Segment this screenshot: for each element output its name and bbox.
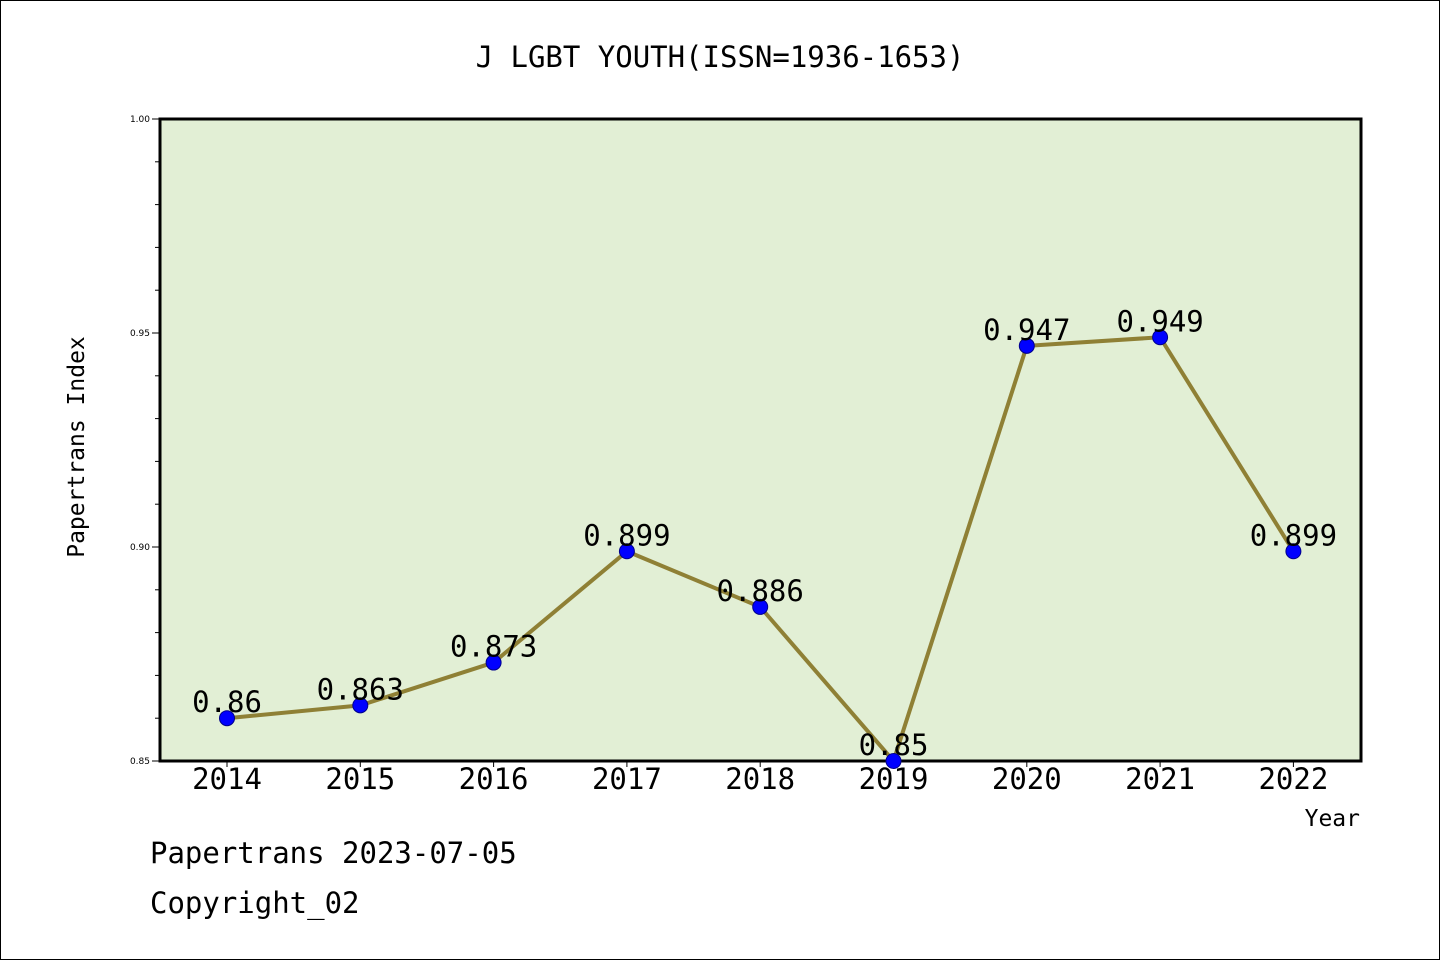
data-point-marker	[618, 543, 635, 560]
data-point-marker	[1018, 337, 1035, 354]
data-point-label: 0.86	[192, 685, 262, 719]
data-point-label: 0.949	[1116, 304, 1203, 338]
data-point-label: 0.899	[583, 518, 670, 552]
x-axis-label: Year	[1305, 806, 1360, 832]
y-tick-label: 0.85	[130, 757, 150, 767]
chart-title: J LGBT YOUTH(ISSN=1936-1653)	[476, 40, 965, 74]
x-tick-label: 2022	[1258, 762, 1328, 796]
data-point-label: 0.85	[859, 728, 929, 762]
x-tick-label: 2014	[192, 762, 262, 796]
y-axis-ticks: 0.85 0.90 0.95 1.00	[130, 115, 160, 767]
data-point-label: 0.886	[717, 574, 804, 608]
data-point-marker	[1285, 543, 1302, 560]
data-point-marker	[352, 697, 369, 714]
x-tick-label: 2020	[992, 762, 1062, 796]
data-point-label: 0.947	[983, 313, 1070, 347]
x-tick-label: 2018	[725, 762, 795, 796]
data-point-label: 0.873	[450, 630, 537, 664]
x-tick-label: 2021	[1125, 762, 1195, 796]
x-tick-label: 2016	[459, 762, 529, 796]
data-point-marker	[752, 598, 769, 615]
data-series: 0.86 0.863 0.873 0.899 0.886 0.85 0.947 0.949 0.…	[192, 304, 1337, 769]
footer-copyright: Copyright_02	[150, 886, 360, 920]
data-point-marker	[485, 654, 502, 671]
data-point-label: 0.863	[317, 672, 404, 706]
y-tick-label: 1.00	[130, 115, 150, 125]
data-point-label: 0.899	[1250, 518, 1337, 552]
x-axis-ticks: 2014 2015 2016 2017 2018 2019 2020 2021 2022	[192, 761, 1328, 796]
footer-date: Papertrans 2023-07-05	[150, 836, 517, 870]
y-tick-label: 0.95	[130, 329, 150, 339]
data-point-marker	[219, 710, 235, 727]
y-tick-label: 0.90	[130, 543, 150, 553]
x-tick-label: 2017	[592, 762, 662, 796]
y-axis-label: Papertrans Index	[64, 336, 90, 558]
plot-area	[158, 117, 1363, 763]
data-point-marker	[1152, 329, 1169, 346]
data-point-marker	[885, 753, 902, 769]
x-tick-label: 2015	[325, 762, 395, 796]
